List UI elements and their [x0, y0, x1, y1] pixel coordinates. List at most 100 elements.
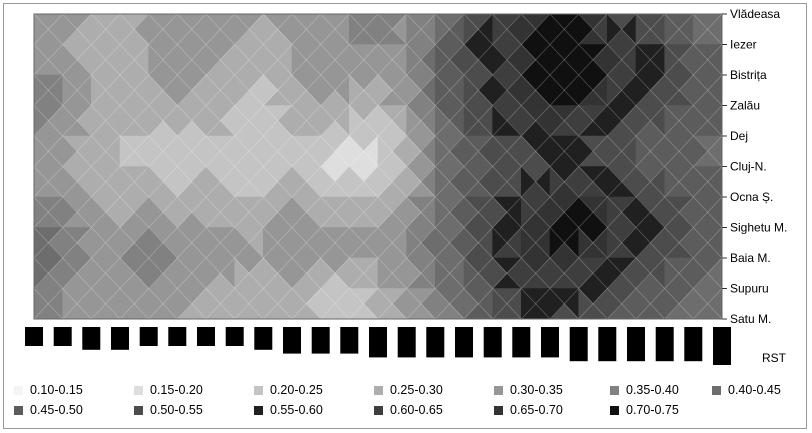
grid-diagonal — [377, 227, 407, 259]
heatmap-cell — [549, 257, 565, 290]
grid-diagonal — [148, 196, 178, 228]
grid-diagonal — [349, 105, 379, 137]
grid-diagonal — [33, 288, 63, 320]
grid-diagonal — [349, 13, 379, 45]
grid-diagonal — [435, 135, 465, 167]
grid-diagonal — [607, 196, 637, 228]
heatmap-cell — [377, 13, 393, 46]
grid-diagonal — [463, 13, 493, 45]
grid-diagonal — [549, 105, 579, 137]
heatmap-cell — [463, 257, 479, 290]
grid-diagonal — [62, 288, 92, 320]
grid-diagonal — [664, 13, 694, 45]
grid-diagonal — [177, 257, 207, 289]
grid-diagonal — [607, 105, 637, 137]
heatmap-cell — [520, 287, 537, 320]
grid-diagonal — [119, 257, 149, 289]
grid-diagonal — [33, 257, 63, 289]
grid-diagonal — [377, 13, 407, 45]
heatmap-cell — [177, 226, 193, 259]
heatmap-cell — [262, 226, 279, 259]
grid-diagonal — [578, 196, 608, 228]
grid-diagonal — [693, 166, 723, 198]
grid-diagonal — [549, 257, 579, 289]
grid-diagonal — [435, 166, 465, 198]
y-tick-label: Ocna Ș. — [730, 190, 773, 204]
grid-diagonal — [119, 288, 149, 320]
grid-diagonal — [578, 74, 608, 106]
grid-diagonal — [148, 105, 178, 137]
grid-diagonal — [263, 288, 293, 320]
grid-diagonal — [177, 288, 207, 320]
grid-diagonal — [664, 74, 694, 106]
grid-diagonal — [435, 257, 465, 289]
grid-diagonal — [435, 105, 465, 137]
grid-diagonal — [377, 196, 407, 228]
heatmap-cell — [262, 13, 279, 46]
heatmap-cell — [377, 226, 393, 259]
heatmap-cell — [463, 43, 479, 76]
grid-diagonal — [578, 135, 608, 167]
grid-diagonal — [377, 105, 407, 137]
heatmap-cell — [205, 257, 221, 290]
grid-diagonal — [177, 44, 207, 76]
grid-diagonal — [62, 135, 92, 167]
grid-diagonal — [234, 288, 264, 320]
grid-diagonal — [349, 288, 379, 320]
heatmap-cell — [262, 257, 279, 290]
grid-diagonal — [693, 196, 723, 228]
heatmap-cell — [664, 135, 680, 168]
grid-diagonal — [693, 44, 723, 76]
heatmap-cell — [692, 165, 709, 198]
y-tick-label: Sighetu M. — [730, 221, 787, 235]
grid-diagonal — [177, 135, 207, 167]
grid-diagonal — [578, 257, 608, 289]
grid-diagonal — [291, 227, 321, 259]
grid-diagonal — [377, 44, 407, 76]
grid-diagonal — [607, 135, 637, 167]
grid-diagonal — [119, 13, 149, 45]
grid-diagonal — [119, 288, 149, 320]
heatmap-cell — [664, 43, 680, 76]
heatmap-cell — [205, 196, 221, 229]
heatmap-cell — [664, 257, 680, 290]
grid-diagonal — [664, 13, 694, 45]
grid-diagonal — [119, 105, 149, 137]
grid-diagonal — [320, 196, 350, 228]
grid-diagonal — [377, 135, 407, 167]
grid-diagonal — [607, 227, 637, 259]
heatmap-cell — [692, 135, 709, 168]
grid-diagonal — [33, 105, 63, 137]
grid-diagonal — [205, 257, 235, 289]
heatmap-cell — [91, 43, 107, 76]
heatmap-cell — [606, 74, 623, 107]
heatmap-cell — [406, 135, 422, 168]
grid-diagonal — [463, 196, 493, 228]
grid-diagonal — [635, 105, 665, 137]
heatmap-cell — [635, 226, 651, 259]
grid-diagonal — [578, 196, 608, 228]
grid-diagonal — [205, 13, 235, 45]
grid-diagonal — [320, 135, 350, 167]
grid-diagonal — [664, 196, 694, 228]
grid-diagonal — [91, 105, 121, 137]
heatmap-cell — [62, 226, 78, 259]
grid-diagonal — [62, 257, 92, 289]
heatmap-cell — [434, 43, 451, 76]
grid-diagonal — [406, 105, 436, 137]
grid-diagonal — [119, 44, 149, 76]
heatmap-cell — [635, 74, 651, 107]
grid-diagonal — [177, 74, 207, 106]
grid-diagonal — [62, 74, 92, 106]
grid-diagonal — [492, 105, 522, 137]
grid-diagonal — [578, 288, 608, 320]
grid-diagonal — [406, 227, 436, 259]
grid-diagonal — [349, 105, 379, 137]
grid-diagonal — [607, 105, 637, 137]
grid-diagonal — [435, 196, 465, 228]
grid-diagonal — [693, 196, 723, 228]
grid-diagonal — [91, 166, 121, 198]
grid-diagonal — [349, 135, 379, 167]
grid-diagonal — [62, 166, 92, 198]
grid-diagonal — [607, 257, 637, 289]
